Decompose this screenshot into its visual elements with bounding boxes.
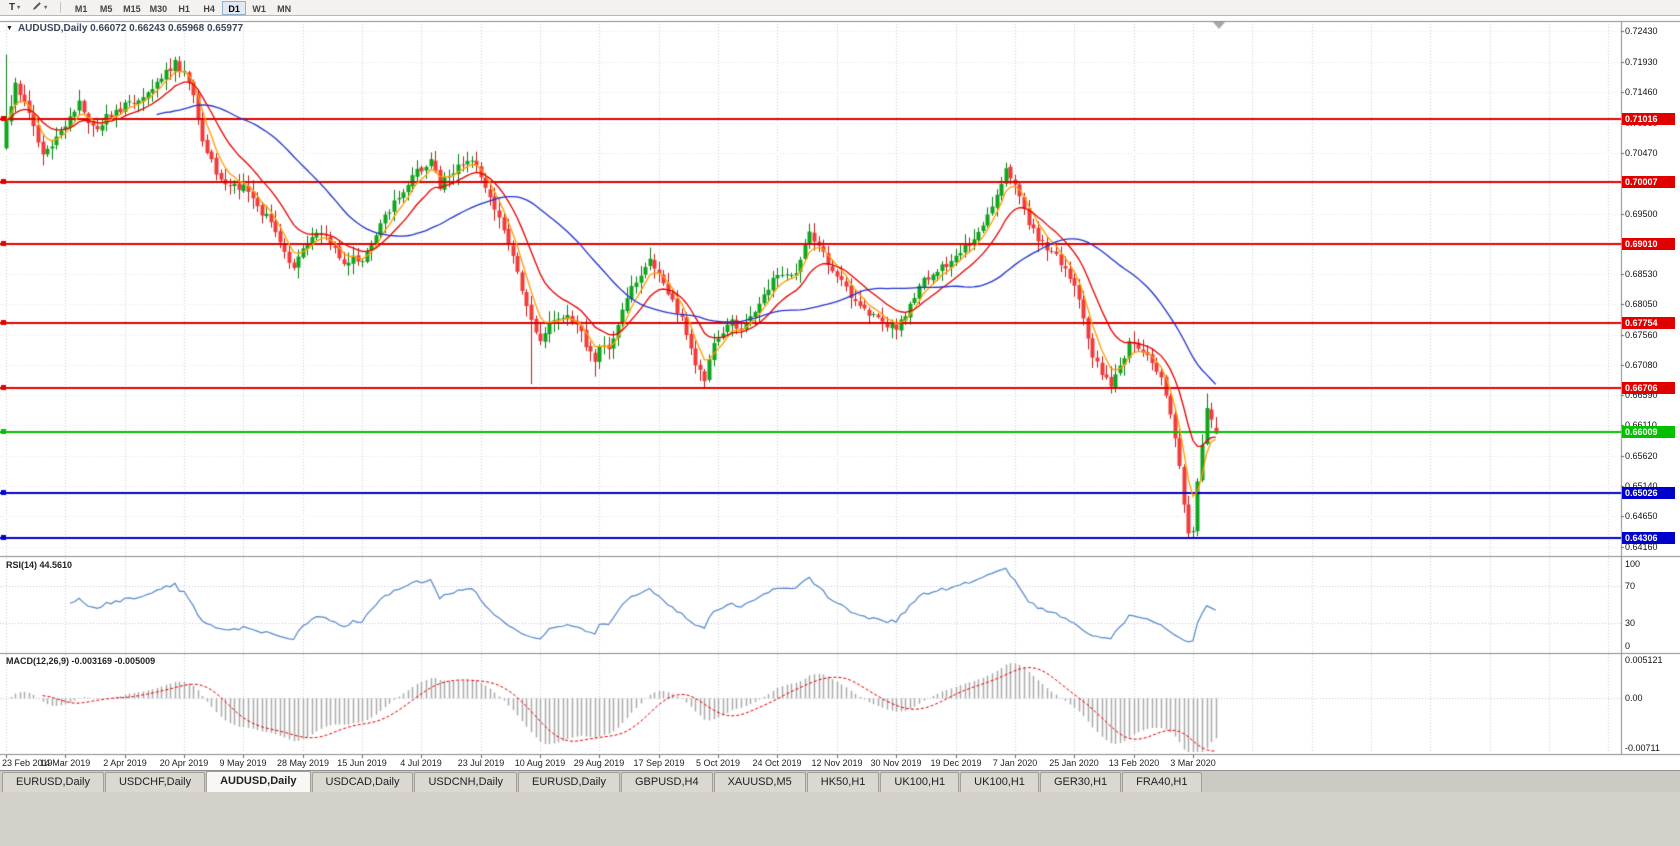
toolbar-separator [60,2,62,13]
date-axis-label: 14 Mar 2019 [39,758,91,768]
date-axis-label: 30 Nov 2019 [870,758,922,768]
date-axis-label: 10 Aug 2019 [514,758,566,768]
timeframe-button-m30[interactable]: M30 [149,3,168,14]
date-axis-label: 13 Feb 2020 [1108,758,1160,768]
chart-tab-hk50-h1-8[interactable]: HK50,H1 [806,772,880,792]
date-axis-label: 19 Dec 2019 [930,758,982,768]
date-axis-label: 17 Sep 2019 [633,758,685,768]
price-axis-label: 0.68050 [1625,299,1658,309]
window-background [0,792,1680,846]
price-axis-label: 0.65140 [1625,481,1658,491]
top-toolbar: T ▾ ▾ M1 M5 M15 M30 H1 H4 D1 W1 MN [0,0,1680,16]
chart-tab-usdchf-daily-1[interactable]: USDCHF,Daily [104,772,206,792]
timeframe-button-h1[interactable]: H1 [178,3,190,14]
level-price-tag: 0.70007 [1622,176,1675,188]
chart-tab-gbpusd-h4-6[interactable]: GBPUSD,H4 [621,772,713,792]
drawing-tools-button[interactable]: ▾ [27,0,52,16]
price-axis-label: 0.69500 [1625,209,1658,219]
date-axis-label: 28 May 2019 [276,758,330,768]
date-axis-label: 15 Jun 2019 [337,758,387,768]
timeframe-button-h4[interactable]: H4 [203,3,215,14]
chart-tab-eurusd-daily-0[interactable]: EURUSD,Daily [2,772,104,792]
chart-tab-usdcnh-daily-4[interactable]: USDCNH,Daily [414,772,518,792]
caret-down-icon: ▾ [17,5,21,11]
price-axis-label: 0.71460 [1625,87,1658,97]
level-price-tag: 0.66706 [1622,382,1675,394]
price-axis-label: 0.68530 [1625,269,1658,279]
level-price-tag: 0.65026 [1622,487,1675,499]
date-axis-label: 5 Oct 2019 [695,758,741,768]
price-chart-canvas[interactable] [0,16,1680,770]
level-price-tag: 0.64306 [1622,532,1675,544]
text-tool-label: T [9,2,16,13]
ohlc-readout: AUDUSD,Daily 0.66072 0.66243 0.65968 0.6… [17,23,244,34]
date-axis-label: 9 May 2019 [219,758,267,768]
macd-indicator-label: MACD(12,26,9) -0.003169 -0.005009 [6,656,156,666]
price-axis-label: 0.65620 [1625,451,1658,461]
price-axis-label: 0.64160 [1625,542,1658,552]
price-axis-label: 0.71930 [1625,57,1658,67]
caret-down-icon: ▾ [44,5,48,11]
date-axis-label: 3 Mar 2020 [1170,758,1216,768]
price-axis-label: 0.66110 [1625,420,1657,430]
macd-scale-label: 0.00 [1625,693,1643,703]
timeframe-button-m5[interactable]: M5 [99,3,113,14]
date-axis-label: 7 Jan 2020 [992,758,1038,768]
timeframe-button-m1[interactable]: M1 [74,3,88,14]
date-axis-label: 20 Apr 2019 [159,758,209,768]
collapse-arrow-icon[interactable]: ▼ [6,25,13,32]
chart-tab-usdcad-daily-3[interactable]: USDCAD,Daily [311,772,414,792]
level-price-tag: 0.71016 [1622,113,1675,125]
macd-scale-label: 0.005121 [1625,655,1663,665]
rsi-scale-label: 70 [1625,581,1636,591]
price-axis-label: 0.67560 [1625,330,1658,340]
pen-icon [32,1,42,14]
chart-tab-bar: EURUSD,Daily USDCHF,Daily AUDUSD,Daily USDC… [0,770,1680,792]
timeframe-button-mn[interactable]: MN [277,3,292,14]
chart-tab-eurusd-daily-5[interactable]: EURUSD,Daily [518,772,620,792]
timeframe-toolbar: M1 M5 M15 M30 H1 H4 D1 W1 MN [69,0,296,15]
price-axis-label: 0.66590 [1625,390,1658,400]
level-price-tag: 0.69010 [1622,238,1675,250]
date-axis-label: 23 Feb 2019 [2,758,53,768]
chart-tab-xauusd-m5-7[interactable]: XAUUSD,M5 [713,772,806,792]
chart-tab-audusd-daily-2[interactable]: AUDUSD,Daily [206,771,311,792]
date-axis-label: 25 Jan 2020 [1049,758,1099,768]
price-axis-label: 0.67080 [1625,360,1658,370]
rsi-scale-label: 100 [1625,559,1641,569]
chart-title: ▼ AUDUSD,Daily 0.66072 0.66243 0.65968 0… [6,23,243,34]
date-axis-label: 23 Jul 2019 [457,758,505,768]
level-price-tag: 0.67754 [1622,317,1675,329]
chart-tab-ger30-h1-11[interactable]: GER30,H1 [1039,772,1122,792]
level-price-tag: 0.66009 [1622,426,1675,438]
chart-tab-uk100-h1-9[interactable]: UK100,H1 [880,772,960,792]
macd-scale-label: -0.00711 [1625,743,1660,753]
price-axis-label: 0.72430 [1625,26,1658,36]
rsi-indicator-label: RSI(14) 44.5610 [6,560,73,570]
text-tool-button[interactable]: T ▾ [4,0,25,16]
date-axis-label: 12 Nov 2019 [811,758,863,768]
chart-tab-fra40-h1-12[interactable]: FRA40,H1 [1122,772,1202,792]
rsi-scale-label: 0 [1625,641,1631,651]
date-axis-label: 4 Jul 2019 [400,758,442,768]
timeframe-button-d1[interactable]: D1 [222,0,247,15]
date-axis-label: 29 Aug 2019 [573,758,625,768]
chart-area: ▼ AUDUSD,Daily 0.66072 0.66243 0.65968 0… [0,16,1680,770]
date-axis-label: 2 Apr 2019 [103,758,147,768]
rsi-scale-label: 30 [1625,618,1636,628]
chart-tab-uk100-h1-10[interactable]: UK100,H1 [960,772,1039,792]
price-axis-label: 0.70470 [1625,148,1658,158]
timeframe-button-m15[interactable]: M15 [123,3,141,14]
timeframe-button-w1[interactable]: W1 [252,3,266,14]
price-axis-label: 0.64650 [1625,511,1658,521]
date-axis-label: 24 Oct 2019 [752,758,802,768]
